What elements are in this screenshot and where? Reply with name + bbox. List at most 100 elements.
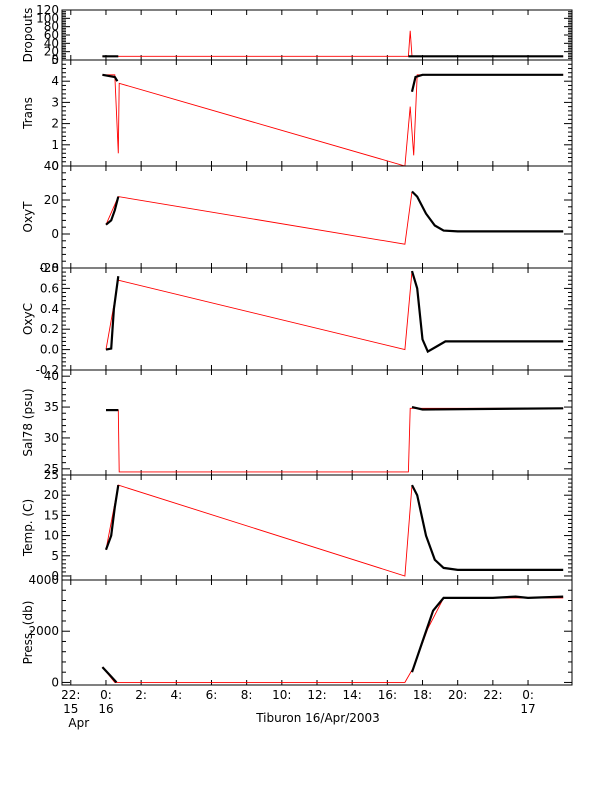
y-tick-label: 40 bbox=[44, 369, 59, 383]
x-tick-label: 2: bbox=[135, 688, 147, 702]
x-tick-label-group: 22: bbox=[483, 688, 502, 702]
x-tick-label-group: 0:16 bbox=[98, 688, 113, 716]
series-line-2 bbox=[411, 190, 564, 233]
panel-4: 25 30 35 40 Sal78 (psu) bbox=[21, 369, 573, 476]
y-tick-label: 0.4 bbox=[40, 302, 59, 316]
x-tick-label-date: 16 bbox=[98, 702, 113, 716]
x-tick-label-group: 20: bbox=[448, 688, 467, 702]
y-tick-label: 5 bbox=[51, 53, 59, 67]
series-line-1 bbox=[105, 196, 120, 226]
y-tick-label: 0 bbox=[51, 227, 59, 241]
y-tick-label: 10 bbox=[44, 529, 59, 543]
x-tick-label: 18: bbox=[413, 688, 432, 702]
x-tick-label: 14: bbox=[343, 688, 362, 702]
y-tick-label: 30 bbox=[44, 431, 59, 445]
x-tick-label-group: 4: bbox=[170, 688, 182, 702]
x-tick-label-date: 17 bbox=[520, 702, 535, 716]
y-tick-label: 80 bbox=[44, 20, 59, 34]
x-tick-label: 4: bbox=[170, 688, 182, 702]
panel-2: -20 0 20 40 OxyT bbox=[21, 159, 573, 275]
y-axis-label: Dropouts bbox=[21, 8, 35, 63]
x-tick-label: 22: bbox=[61, 688, 80, 702]
series-line-1 bbox=[102, 73, 119, 82]
y-tick-label: -20 bbox=[39, 261, 59, 275]
series-line-0 bbox=[102, 74, 564, 167]
y-tick-label: 15 bbox=[44, 508, 59, 522]
series-line-0 bbox=[105, 484, 413, 577]
y-tick-label: 40 bbox=[44, 36, 59, 50]
panel-1: 0 1 2 3 4 5 Trans bbox=[21, 53, 573, 173]
panel-frame bbox=[61, 579, 573, 686]
series-line-0 bbox=[105, 191, 413, 245]
series-line-1 bbox=[101, 666, 118, 684]
series-line-0 bbox=[105, 271, 413, 351]
y-tick-label: 100 bbox=[36, 11, 59, 25]
panel-frame bbox=[61, 9, 573, 61]
y-tick-label: 25 bbox=[44, 468, 59, 482]
y-axis-label: Trans bbox=[21, 97, 35, 130]
y-tick-label: 3 bbox=[51, 95, 59, 109]
y-tick-label: 25 bbox=[44, 462, 59, 476]
y-tick-label: 60 bbox=[44, 28, 59, 42]
x-tick-label: 0: bbox=[100, 688, 112, 702]
y-tick-label: 0.6 bbox=[40, 281, 59, 295]
series-line-2 bbox=[410, 270, 564, 354]
x-tick-label: 20: bbox=[448, 688, 467, 702]
panel-5: 0 5 10 15 20 25 Temp. (C) bbox=[21, 468, 573, 583]
series-line-0 bbox=[102, 30, 564, 57]
x-tick-label: 8: bbox=[241, 688, 253, 702]
series-line-2 bbox=[411, 406, 564, 411]
x-tick-label-group: 8: bbox=[241, 688, 253, 702]
chart-caption: Tiburon 16/Apr/2003 bbox=[255, 711, 380, 725]
panel-3: -0.2 0.0 0.2 0.4 0.6 0.8 OxyC bbox=[21, 261, 573, 377]
panel-frame bbox=[61, 369, 573, 476]
series-line-0 bbox=[106, 407, 564, 473]
y-tick-label: 20 bbox=[44, 45, 59, 59]
chart-panels: 020406080100120Dropouts012345Trans-20020… bbox=[21, 3, 573, 689]
y-axis-label: Sal78 (psu) bbox=[21, 388, 35, 456]
y-axis-label: OxyT bbox=[21, 201, 35, 233]
y-axis-label: Press. (db) bbox=[21, 601, 35, 665]
y-tick-label: 120 bbox=[36, 3, 59, 17]
x-tick-label: 12: bbox=[307, 688, 326, 702]
series-line-2 bbox=[410, 73, 564, 93]
panel-6: 0 2000 4000 Press. (db) bbox=[21, 573, 573, 689]
x-tick-label: 16: bbox=[378, 688, 397, 702]
x-tick-label-group: 14: bbox=[343, 688, 362, 702]
panel-frame bbox=[61, 267, 573, 371]
x-tick-label: 10: bbox=[272, 688, 291, 702]
y-axis-label: Temp. (C) bbox=[21, 499, 35, 557]
y-tick-label: 0.8 bbox=[40, 261, 59, 275]
y-tick-label: 35 bbox=[44, 400, 59, 414]
x-tick-label-group: 0:17 bbox=[520, 688, 535, 716]
y-tick-label: 0 bbox=[51, 53, 59, 67]
series-line-1 bbox=[105, 276, 120, 351]
x-tick-label-group: 16: bbox=[378, 688, 397, 702]
y-tick-label: -0.2 bbox=[36, 363, 59, 377]
y-tick-label: 0 bbox=[51, 569, 59, 583]
y-tick-label: 5 bbox=[51, 549, 59, 563]
series-line-2 bbox=[411, 484, 564, 572]
y-tick-label: 4 bbox=[51, 74, 59, 88]
y-tick-label: 2000 bbox=[28, 624, 59, 638]
series-line-1 bbox=[104, 484, 120, 551]
y-tick-label: 2 bbox=[51, 117, 59, 131]
x-tick-label-group: 2: bbox=[135, 688, 147, 702]
y-tick-label: 1 bbox=[51, 138, 59, 152]
y-tick-label: 0 bbox=[51, 159, 59, 173]
y-tick-label: 0.0 bbox=[40, 343, 59, 357]
x-tick-label-group: 18: bbox=[413, 688, 432, 702]
y-axis-label: OxyC bbox=[21, 303, 35, 335]
y-tick-label: 20 bbox=[44, 193, 59, 207]
series-line-0 bbox=[102, 597, 564, 683]
y-tick-label: 4000 bbox=[28, 573, 59, 587]
series-line-2 bbox=[410, 595, 564, 673]
panel-frame bbox=[61, 474, 573, 581]
y-tick-label: 0 bbox=[51, 675, 59, 689]
x-tick-label-date: 15 bbox=[63, 702, 78, 716]
y-tick-label: 0.2 bbox=[40, 322, 59, 336]
